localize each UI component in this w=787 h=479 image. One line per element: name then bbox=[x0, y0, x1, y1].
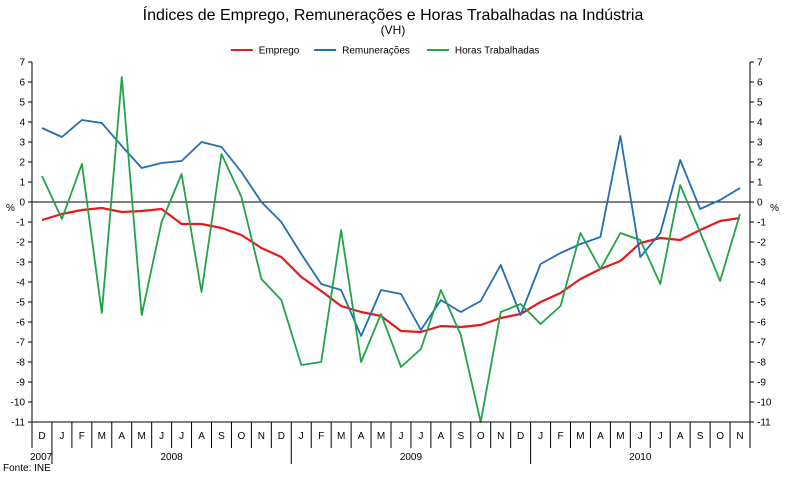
x-tick-label: J bbox=[418, 431, 423, 442]
x-tick-label: J bbox=[299, 431, 304, 442]
x-axis: D J F M A M J J A S O N D J F M A M J J A S O N D J F M A M J J A S O N 2007… bbox=[30, 421, 751, 464]
y-tick-label-right: -9 bbox=[757, 378, 766, 389]
y-tick-label-right: -11 bbox=[757, 418, 771, 429]
x-tick-label: S bbox=[457, 431, 464, 442]
y-tick-label-left: 4 bbox=[19, 118, 25, 129]
y-tick-label-right: -7 bbox=[757, 338, 766, 349]
year-label: 2010 bbox=[629, 452, 652, 463]
x-tick-label: D bbox=[278, 431, 285, 442]
legend-label: Emprego bbox=[259, 46, 300, 57]
x-tick-label: A bbox=[438, 431, 445, 442]
x-tick-label: O bbox=[477, 431, 485, 442]
x-tick-label: A bbox=[118, 431, 125, 442]
y-tick-label-right: 4 bbox=[757, 118, 763, 129]
y-axis-label-left: % bbox=[6, 203, 15, 214]
x-tick-label: D bbox=[517, 431, 524, 442]
y-tick-label-left: -9 bbox=[16, 378, 25, 389]
y-tick-label-right: -6 bbox=[757, 318, 766, 329]
x-tick-label: A bbox=[597, 431, 604, 442]
y-tick-label-left: -2 bbox=[16, 238, 25, 249]
x-tick-label: M bbox=[576, 431, 584, 442]
x-tick-label: M bbox=[616, 431, 624, 442]
y-tick-label-right: 1 bbox=[757, 178, 763, 189]
x-tick-label: A bbox=[358, 431, 365, 442]
year-label: 2007 bbox=[30, 452, 53, 463]
legend: Emprego Remunerações Horas Trabalhadas bbox=[230, 46, 540, 57]
series-line-remunerações bbox=[41, 119, 741, 337]
y-tick-label-left: -7 bbox=[16, 338, 25, 349]
x-tick-label: F bbox=[557, 431, 563, 442]
x-tick-label: N bbox=[258, 431, 265, 442]
x-tick-label: J bbox=[59, 431, 64, 442]
y-tick-label-left: -6 bbox=[16, 318, 25, 329]
x-tick-label: N bbox=[497, 431, 504, 442]
y-tick-label-left: -3 bbox=[16, 258, 25, 269]
y-tick-label-left: -8 bbox=[16, 358, 25, 369]
x-tick-label: J bbox=[638, 431, 643, 442]
x-tick-label: F bbox=[79, 431, 85, 442]
x-tick-label: J bbox=[658, 431, 663, 442]
y-tick-label-left: 0 bbox=[19, 198, 25, 209]
x-tick-label: A bbox=[198, 431, 205, 442]
x-tick-label: J bbox=[398, 431, 403, 442]
y-tick-label-left: 7 bbox=[19, 58, 25, 69]
x-tick-label: M bbox=[98, 431, 106, 442]
x-tick-label: A bbox=[677, 431, 684, 442]
y-tick-label-left: -11 bbox=[11, 418, 25, 429]
series-layer bbox=[41, 76, 741, 423]
x-tick-label: O bbox=[238, 431, 246, 442]
x-tick-label: J bbox=[538, 431, 543, 442]
y-tick-label-right: -10 bbox=[757, 398, 772, 409]
series-line-horas-trabalhadas bbox=[41, 76, 741, 423]
chart-subtitle: (VH) bbox=[381, 23, 406, 37]
year-label: 2009 bbox=[400, 452, 423, 463]
x-tick-label: M bbox=[337, 431, 345, 442]
plot-frame bbox=[31, 62, 751, 422]
y-tick-label-left: -1 bbox=[16, 218, 25, 229]
x-tick-label: F bbox=[318, 431, 324, 442]
y-axis-label-right: % bbox=[770, 203, 779, 214]
y-tick-label-right: -1 bbox=[757, 218, 766, 229]
y-tick-label-right: -4 bbox=[757, 278, 766, 289]
chart-title: Índices de Emprego, Remunerações e Horas… bbox=[143, 5, 644, 24]
y-axis-ticks: 7 7 6 6 5 5 4 4 3 3 2 2 1 1 0 0 -1 -1 -2 -2 -3 -3 -4 -4 -5 -5 -6 -6… bbox=[11, 58, 772, 429]
y-tick-label-right: 3 bbox=[757, 138, 763, 149]
y-tick-label-right: 0 bbox=[757, 198, 763, 209]
y-tick-label-left: 6 bbox=[19, 78, 25, 89]
y-tick-label-right: -2 bbox=[757, 238, 766, 249]
year-label: 2008 bbox=[160, 452, 183, 463]
x-tick-label: S bbox=[697, 431, 704, 442]
x-tick-label: N bbox=[736, 431, 743, 442]
legend-label: Horas Trabalhadas bbox=[455, 46, 540, 57]
x-tick-label: M bbox=[377, 431, 385, 442]
y-tick-label-right: -8 bbox=[757, 358, 766, 369]
x-tick-label: M bbox=[138, 431, 146, 442]
y-tick-label-right: 6 bbox=[757, 78, 763, 89]
y-tick-label-left: 1 bbox=[19, 178, 25, 189]
y-tick-label-right: -5 bbox=[757, 298, 766, 309]
source-note: Fonte: INE bbox=[3, 463, 51, 474]
y-tick-label-left: -4 bbox=[16, 278, 25, 289]
y-tick-label-left: -10 bbox=[11, 398, 26, 409]
x-tick-label: J bbox=[179, 431, 184, 442]
x-tick-label: D bbox=[38, 431, 45, 442]
legend-label: Remunerações bbox=[342, 46, 410, 57]
y-tick-label-right: -3 bbox=[757, 258, 766, 269]
y-tick-label-right: 7 bbox=[757, 58, 763, 69]
x-tick-label: S bbox=[218, 431, 225, 442]
y-tick-label-left: -5 bbox=[16, 298, 25, 309]
series-line-emprego bbox=[41, 206, 741, 334]
x-tick-label: O bbox=[716, 431, 724, 442]
y-tick-label-right: 5 bbox=[757, 98, 763, 109]
y-tick-label-right: 2 bbox=[757, 158, 763, 169]
y-tick-label-left: 5 bbox=[19, 98, 25, 109]
x-tick-label: J bbox=[159, 431, 164, 442]
y-tick-label-left: 2 bbox=[19, 158, 25, 169]
y-tick-label-left: 3 bbox=[19, 138, 25, 149]
